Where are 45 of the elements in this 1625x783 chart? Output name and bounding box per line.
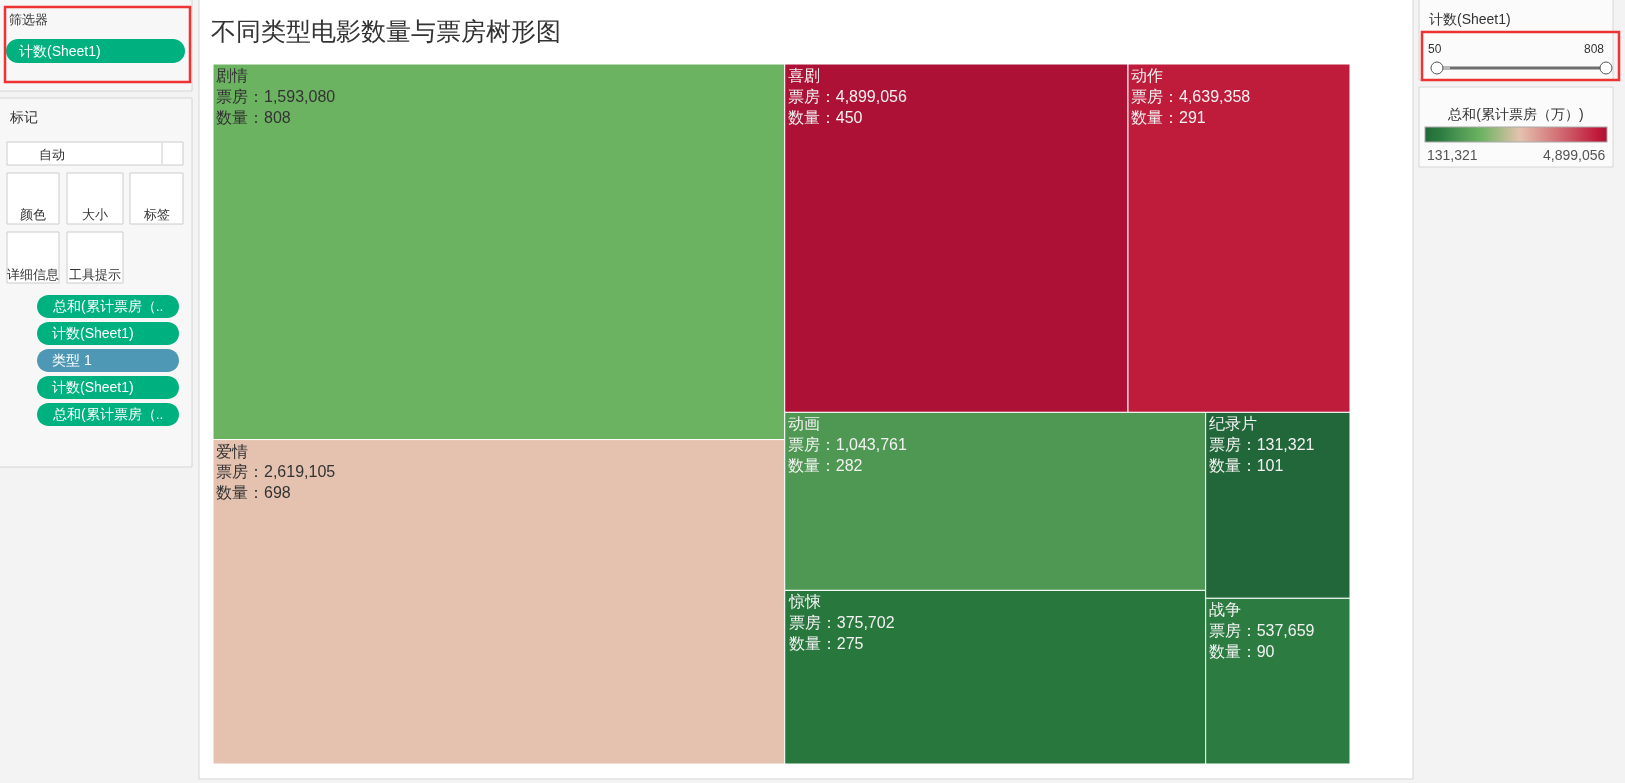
category-label: 纪录片 <box>1208 415 1257 433</box>
data-label: 数量：450 <box>787 108 863 126</box>
text: 4,899,056 <box>1543 147 1606 163</box>
text: 总和(累计票房（.. <box>52 406 164 422</box>
text: 总和(累计票房（.. <box>52 298 164 314</box>
data-label: 票房：537,659 <box>1208 622 1315 640</box>
data-label: 票房：2,619,105 <box>216 463 336 481</box>
data-label: 数量：90 <box>1208 642 1275 660</box>
data-label: 数量：291 <box>1131 108 1206 126</box>
text: 计数(Sheet1) <box>19 43 101 59</box>
category-label: 剧情 <box>216 67 248 84</box>
text: 计数(Sheet1) <box>1429 11 1511 27</box>
category-label: 喜剧 <box>787 67 820 84</box>
data-label: 票房：131,321 <box>1208 436 1315 454</box>
text: 不同类型电影数量与票房树形图 <box>211 17 561 45</box>
text: 计数(Sheet1) <box>52 325 134 341</box>
text: 大小 <box>82 207 108 222</box>
text: 标签 <box>143 207 170 222</box>
data-label: 数量：275 <box>788 634 864 652</box>
data-label: 数量：101 <box>1208 456 1284 474</box>
data-label: 数量：698 <box>216 484 291 502</box>
text: 筛选器 <box>9 12 48 27</box>
category-label: 动作 <box>1131 67 1164 84</box>
text: 工具提示 <box>69 267 121 282</box>
data-label: 票房：375,702 <box>788 614 895 632</box>
data-label: 票房：4,639,358 <box>1131 87 1251 105</box>
data-label: 票房：1,593,080 <box>216 87 336 105</box>
text: 808 <box>1584 42 1605 56</box>
data-label: 数量：282 <box>787 456 863 474</box>
data-label: 数量：808 <box>216 108 291 126</box>
color-bar-title: 总和(累计票房（万）) <box>1447 105 1584 122</box>
category-label: 动画 <box>787 415 820 433</box>
text: 类型 1 <box>52 352 92 368</box>
text: 详细信息 <box>7 267 59 282</box>
category-label: 惊悚 <box>787 593 821 611</box>
text: 颜色 <box>20 207 46 222</box>
text: 标记 <box>9 109 38 125</box>
category-label: 爱情 <box>216 442 248 460</box>
data-label: 票房：4,899,056 <box>787 87 908 105</box>
text: 自动 <box>39 147 65 162</box>
text: 131,321 <box>1427 147 1478 163</box>
data-label: 票房：1,043,761 <box>787 436 908 454</box>
text: 50 <box>1428 42 1442 56</box>
text: 计数(Sheet1) <box>52 379 134 395</box>
category-label: 战争 <box>1208 601 1241 619</box>
